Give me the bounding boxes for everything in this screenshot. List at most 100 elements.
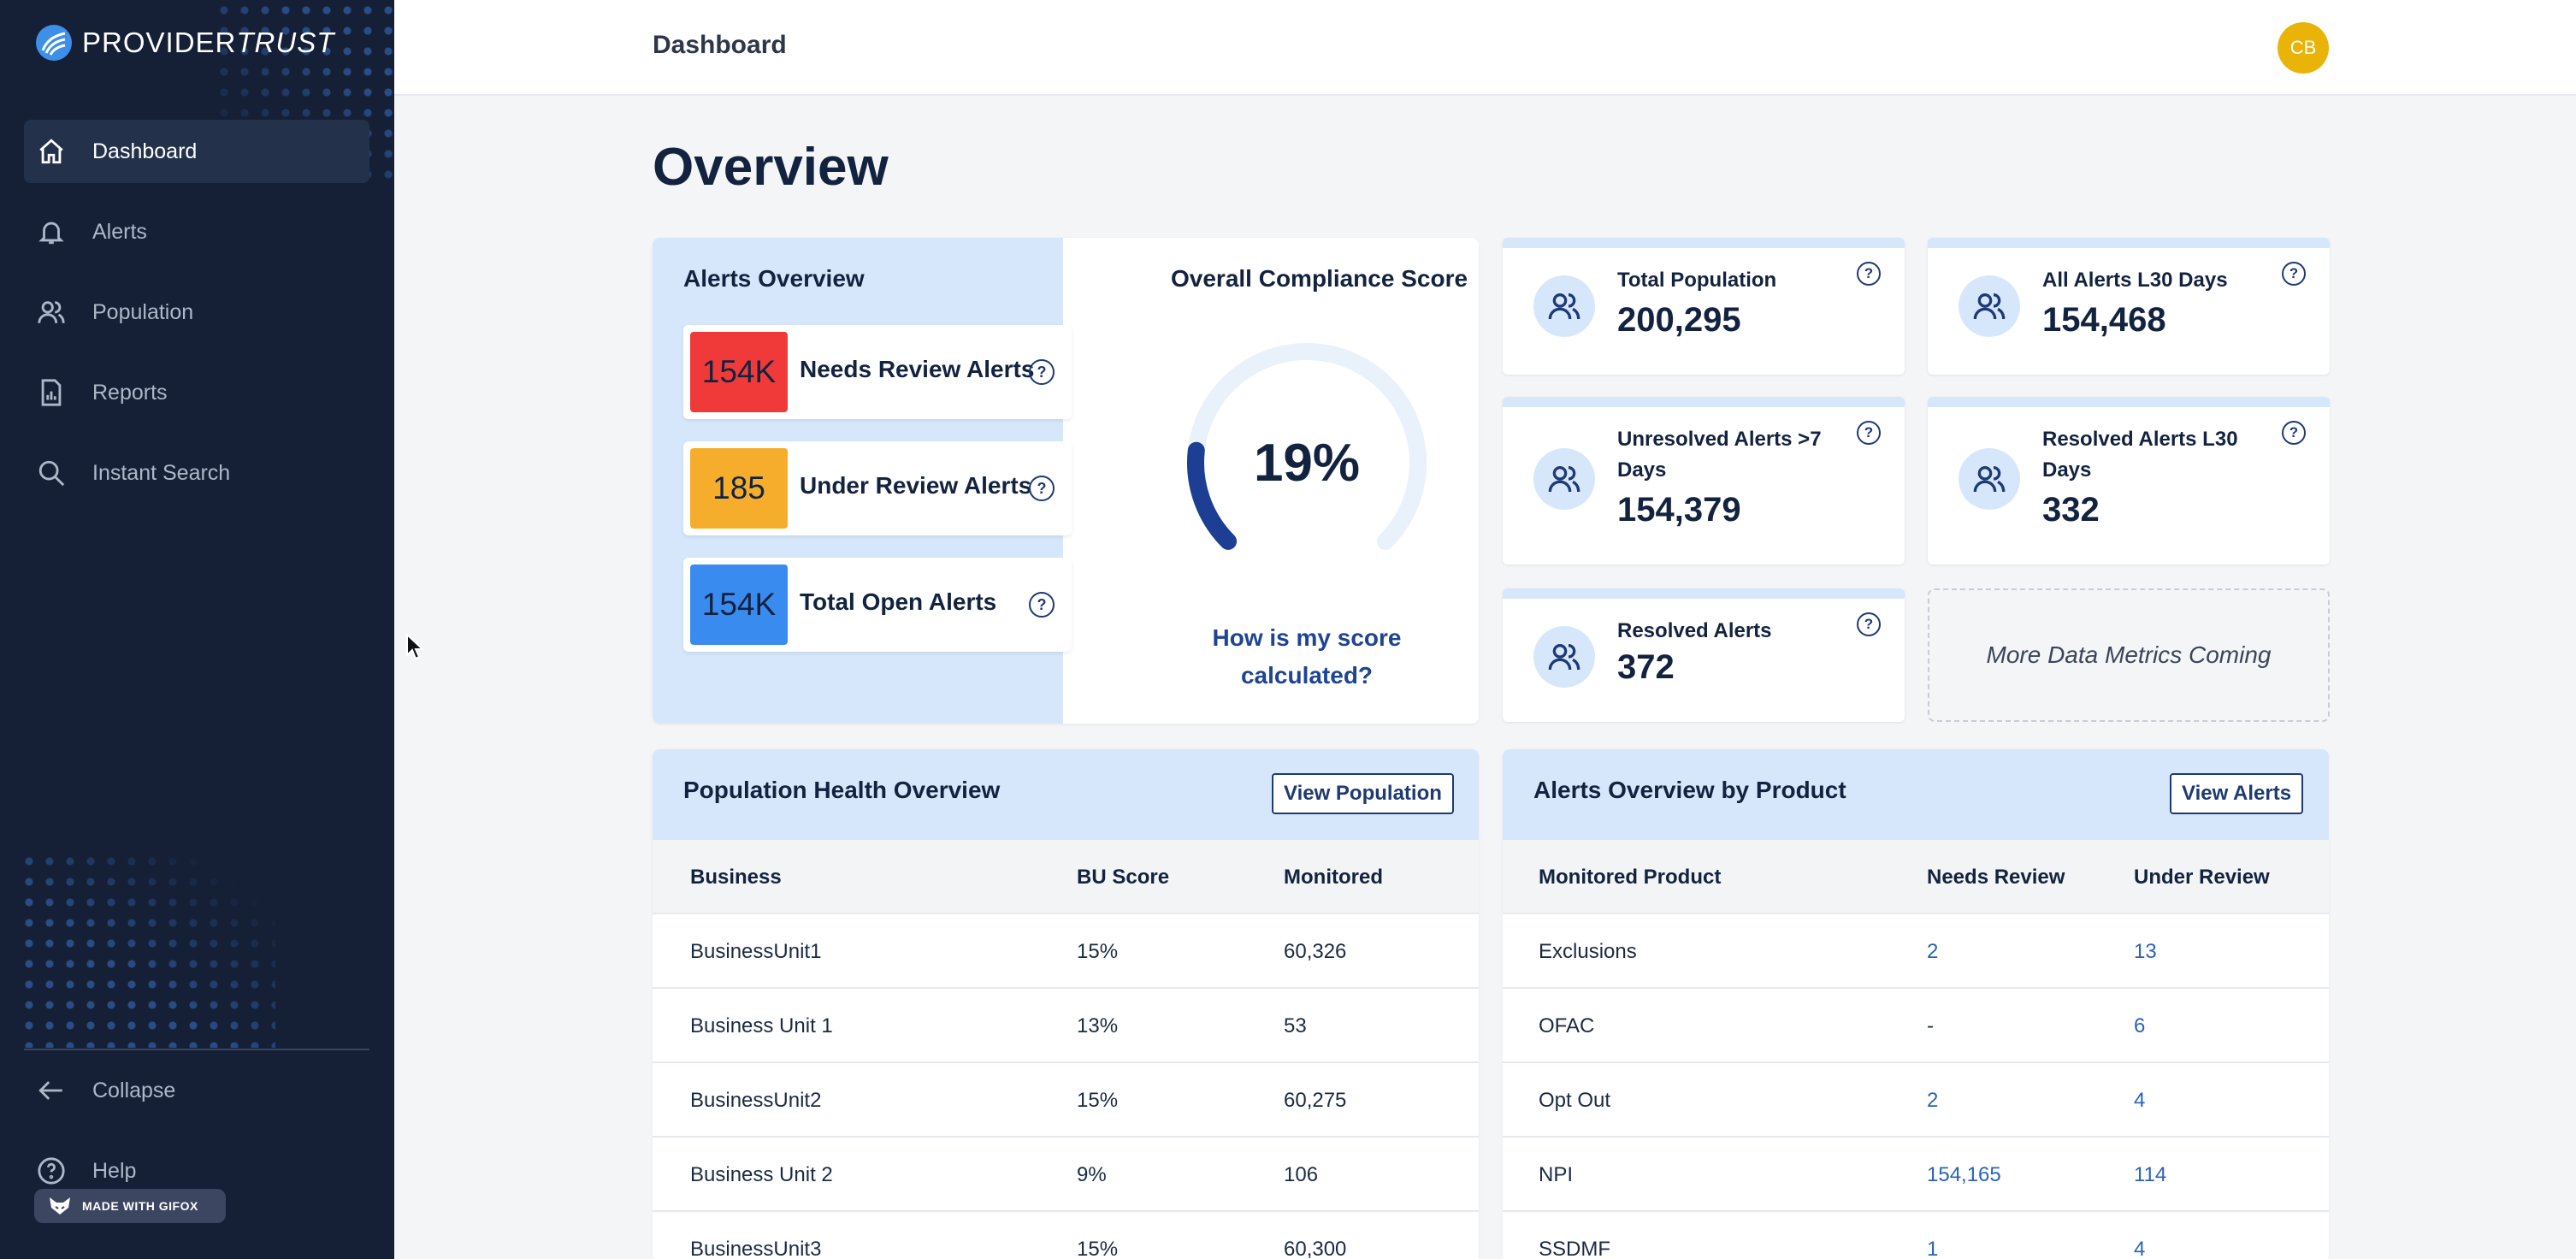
needs-review-link[interactable]: 154,165	[1927, 1163, 2001, 1186]
alerts-by-product-card: Alerts Overview by Product View Alerts M…	[1503, 749, 2329, 1259]
gifox-watermark: MADE WITH GIFOX	[34, 1189, 226, 1223]
sidebar-item-label: Reports	[92, 380, 168, 405]
bu-score-cell: 15%	[1077, 1089, 1119, 1112]
monitored-cell: 60,275	[1284, 1089, 1347, 1112]
column-header[interactable]: Under Review	[2134, 866, 2270, 889]
metric-label: Resolved Alerts L30 Days	[2042, 428, 2238, 482]
page-title: Overview	[653, 138, 889, 197]
sidebar: PROVIDERTRUST Dashboard Alerts Populatio…	[0, 0, 394, 1259]
sidebar-item-dashboard[interactable]: Dashboard	[24, 120, 369, 183]
needs-review-link[interactable]: 2	[1927, 940, 1939, 963]
needs-review-count-badge: 154K	[690, 332, 788, 412]
under-review-link[interactable]: 4	[2134, 1089, 2146, 1112]
help-icon[interactable]: ?	[1029, 592, 1055, 618]
sidebar-item-alerts[interactable]: Alerts	[24, 200, 369, 263]
compliance-score-gauge	[1187, 343, 1427, 550]
brand-logo[interactable]: PROVIDERTRUST	[36, 24, 334, 62]
sidebar-nav: Dashboard Alerts Population Reports Inst…	[24, 120, 369, 522]
unresolved-alerts-7-days-card[interactable]: Unresolved Alerts >7 Days 154,379 ?	[1503, 397, 1905, 564]
business-cell: BusinessUnit2	[690, 1089, 822, 1112]
gauge-value-arc	[1187, 441, 1238, 550]
mouse-cursor-icon	[406, 633, 424, 660]
total-open-label: Total Open Alerts	[800, 588, 997, 615]
column-header[interactable]: BU Score	[1077, 866, 1170, 889]
metric-value: 200,295	[1617, 301, 1741, 339]
score-calculation-link[interactable]: How is my score calculated?	[1212, 624, 1402, 689]
help-button[interactable]: Help	[24, 1139, 369, 1203]
business-cell: BusinessUnit3	[690, 1238, 822, 1259]
collapse-button[interactable]: Collapse	[24, 1059, 369, 1122]
needs-review-label: Needs Review Alerts	[800, 356, 1035, 382]
help-circle-icon	[36, 1156, 67, 1186]
metric-label: Total Population	[1617, 269, 1777, 292]
population-health-title: Population Health Overview	[683, 777, 1001, 803]
sidebar-divider	[24, 1049, 369, 1050]
resolved-alerts-l30-card[interactable]: Resolved Alerts L30 Days 332 ?	[1928, 397, 2330, 564]
table-row[interactable]: BusinessUnit3 15% 60,300	[653, 1212, 1479, 1259]
total-open-count-badge: 154K	[690, 564, 788, 645]
product-cell: OFAC	[1539, 1014, 1595, 1037]
bu-score-cell: 9%	[1077, 1163, 1107, 1186]
business-cell: Business Unit 2	[690, 1163, 833, 1186]
product-cell: Opt Out	[1539, 1089, 1611, 1112]
help-icon[interactable]: ?	[1857, 262, 1881, 286]
view-alerts-button[interactable]: View Alerts	[2170, 773, 2304, 814]
under-review-link[interactable]: 13	[2134, 940, 2157, 963]
under-review-link[interactable]: 4	[2134, 1238, 2146, 1259]
metric-label: Resolved Alerts	[1617, 619, 1772, 642]
sidebar-item-instant-search[interactable]: Instant Search	[24, 441, 369, 505]
needs-review-link[interactable]: 1	[1927, 1238, 1939, 1259]
help-icon[interactable]: ?	[1029, 359, 1055, 385]
help-icon[interactable]: ?	[1029, 476, 1055, 501]
product-cell: Exclusions	[1539, 940, 1637, 963]
table-row: OFAC - 6	[1503, 989, 2329, 1063]
help-icon[interactable]: ?	[2282, 262, 2306, 286]
table-row[interactable]: Business Unit 1 13% 53	[653, 989, 1479, 1063]
under-review-link[interactable]: 6	[2134, 1014, 2146, 1037]
total-open-alerts-row[interactable]: 154K Total Open Alerts ?	[683, 558, 1072, 652]
needs-review-alerts-row[interactable]: 154K Needs Review Alerts ?	[683, 325, 1072, 419]
business-cell: BusinessUnit1	[690, 940, 822, 963]
product-cell: SSDMF	[1539, 1238, 1610, 1259]
compliance-score-value: 19%	[1253, 433, 1361, 493]
all-alerts-l30-card[interactable]: All Alerts L30 Days 154,468 ?	[1928, 238, 2330, 375]
table-row[interactable]: Business Unit 2 9% 106	[653, 1138, 1479, 1212]
avatar[interactable]: CB	[2278, 22, 2329, 74]
help-icon[interactable]: ?	[1857, 421, 1881, 445]
column-header[interactable]: Monitored Product	[1539, 866, 1722, 889]
arrow-left-icon	[36, 1075, 67, 1106]
bell-icon	[36, 216, 67, 247]
needs-review-link[interactable]: 2	[1927, 1089, 1939, 1112]
table-row[interactable]: BusinessUnit1 15% 60,326	[653, 914, 1479, 989]
total-population-card[interactable]: Total Population 200,295 ?	[1503, 238, 1905, 375]
report-icon	[36, 377, 67, 408]
users-icon	[36, 297, 67, 328]
table-header-row: Monitored Product Needs Review Under Rev…	[1503, 840, 2329, 914]
sidebar-bottom-nav: Collapse Help	[24, 1059, 369, 1220]
watermark-label: MADE WITH GIFOX	[82, 1199, 198, 1213]
table-row[interactable]: BusinessUnit2 15% 60,275	[653, 1063, 1479, 1138]
help-icon[interactable]: ?	[2282, 421, 2306, 445]
under-review-link[interactable]: 114	[2134, 1163, 2167, 1186]
under-review-alerts-row[interactable]: 185 Under Review Alerts ?	[683, 441, 1072, 535]
logo-icon	[36, 25, 72, 61]
column-header[interactable]: Monitored	[1284, 866, 1383, 889]
monitored-cell: 53	[1284, 1014, 1307, 1037]
metric-value: 154,468	[2042, 301, 2166, 339]
users-icon	[1959, 275, 2020, 337]
sidebar-item-label: Alerts	[92, 219, 147, 244]
sidebar-item-population[interactable]: Population	[24, 281, 369, 344]
column-header[interactable]: Business	[690, 866, 782, 889]
monitored-cell: 106	[1284, 1163, 1319, 1186]
under-review-count-badge: 185	[690, 448, 788, 529]
brand-name: PROVIDERTRUST	[82, 27, 335, 58]
bu-score-cell: 13%	[1077, 1014, 1119, 1037]
view-population-button[interactable]: View Population	[1272, 773, 1454, 814]
monitored-cell: 60,300	[1284, 1238, 1347, 1259]
resolved-alerts-card[interactable]: Resolved Alerts 372 ?	[1503, 588, 1905, 722]
needs-review-cell: -	[1927, 1014, 1934, 1037]
column-header[interactable]: Needs Review	[1927, 866, 2065, 889]
sidebar-item-reports[interactable]: Reports	[24, 361, 369, 424]
help-icon[interactable]: ?	[1857, 612, 1881, 636]
table-header-row: Business BU Score Monitored	[653, 840, 1479, 914]
